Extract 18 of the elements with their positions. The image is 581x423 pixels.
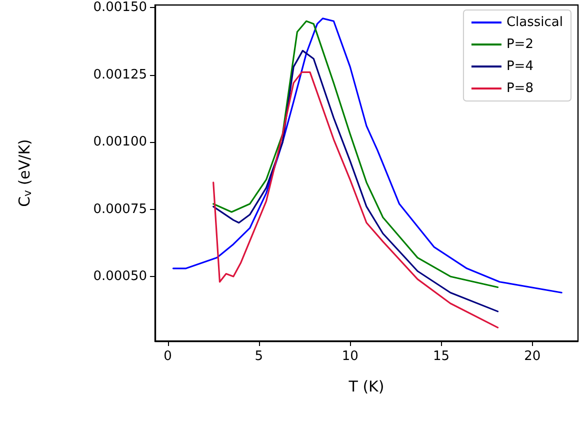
legend-label: P=2 [506, 37, 534, 52]
line-series [212, 20, 499, 288]
x-tick-label: 5 [254, 349, 264, 364]
y-tick-label: 0.00050 [93, 268, 147, 284]
legend-label: Classical [506, 15, 564, 30]
y-tick-label: 0.00075 [93, 202, 147, 217]
y-tick-label: 0.00100 [93, 134, 147, 150]
x-tick-label: 10 [342, 349, 358, 364]
y-tick-label: 0.00125 [93, 67, 147, 82]
y-axis-title: Cv (eV/K) [16, 139, 34, 207]
x-tick-label: 15 [432, 349, 450, 364]
x-axis-title: T (K) [348, 378, 384, 396]
legend-label: P=8 [506, 81, 534, 96]
legend-label: P=4 [506, 59, 534, 74]
x-tick-label: 20 [524, 349, 541, 364]
y-tick-label: 0.00150 [93, 0, 147, 16]
x-tick-label: 0 [164, 349, 172, 364]
line-series [172, 18, 562, 294]
